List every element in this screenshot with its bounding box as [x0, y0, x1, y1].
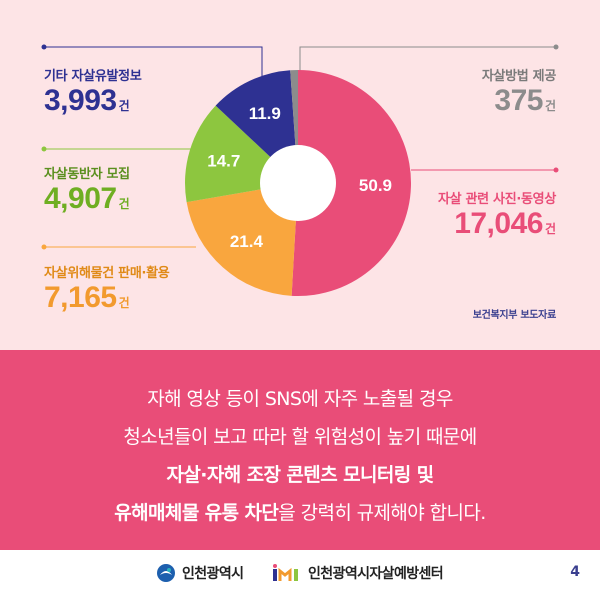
connector-harmful-goods-dot [41, 244, 47, 250]
connector-method [299, 46, 556, 72]
category-method-info: 자살방법 제공 375 건 [482, 65, 556, 118]
category-count: 4,907 [44, 182, 117, 215]
message-line-4: 유해매체물 유통 차단을 강력히 규제해야 합니다. [0, 498, 600, 525]
suicide-prevention-center-logo: 인천광역시자살예방센터 [272, 563, 444, 583]
category-count: 3,993 [44, 84, 117, 117]
connector-photo-video-dot [553, 167, 559, 173]
category-count: 17,046 [454, 207, 543, 240]
connector-other-info-dot [41, 44, 47, 50]
slice-value-label: 50.9 [359, 176, 392, 195]
unit-label: 건 [118, 296, 130, 310]
page-number: 4 [570, 564, 580, 580]
connector-method-dot [553, 44, 559, 50]
category-label: 자살방법 제공 [481, 69, 556, 84]
message-line-1: 자해 영상 등이 SNS에 자주 노출될 경우 [147, 388, 453, 410]
incheon-city-logo: 인천광역시 [156, 563, 244, 583]
incheon-emblem-icon [157, 564, 175, 582]
footer: 인천광역시 인천광역시자살예방센터 4 [0, 550, 600, 600]
source-note: 보건복지부 보도자료 [472, 310, 557, 321]
category-companion-recruit: 자살동반자 모집 4,907 건 [44, 163, 130, 216]
category-count: 375 [494, 84, 543, 117]
slice-value-labels: 50.9 21.4 14.7 11.9 [207, 104, 392, 251]
donut-chart: 50.9 21.4 14.7 11.9 [41, 44, 559, 296]
unit-label: 건 [118, 99, 130, 113]
message-band: 자해 영상 등이 SNS에 자주 노출될 경우 청소년들이 보고 따라 할 위험… [0, 350, 600, 550]
slice-value-label: 21.4 [230, 232, 264, 251]
slice-value-label: 11.9 [249, 104, 281, 123]
unit-label: 건 [544, 222, 556, 236]
category-label: 자살위해물건 판매·활용 [44, 266, 170, 281]
category-photo-video: 자살 관련 사진·동영상 17,046 건 [438, 188, 556, 241]
category-label: 자살 관련 사진·동영상 [437, 192, 556, 207]
category-other-info: 기타 자살유발정보 3,993 건 [44, 65, 142, 118]
message-line-3: 자살·자해 조장 콘텐츠 모니터링 및 [166, 464, 435, 486]
category-count: 7,165 [44, 281, 117, 314]
message-emphasis: 유해매체물 유통 차단 [114, 502, 279, 524]
unit-label: 건 [544, 99, 556, 113]
logo-text: 인천광역시 [182, 566, 244, 582]
category-label: 자살동반자 모집 [44, 167, 130, 182]
donut-hole [260, 145, 336, 221]
center-emblem-icon [273, 564, 298, 581]
slice-2 [186, 183, 298, 296]
message-line-2: 청소년들이 보고 따라 할 위험성이 높기 때문에 [123, 426, 477, 448]
logo-text: 인천광역시자살예방센터 [308, 566, 444, 582]
slice-1 [291, 70, 412, 296]
unit-label: 건 [118, 197, 130, 211]
category-harmful-goods: 자살위해물건 판매·활용 7,165 건 [44, 262, 170, 315]
category-label: 기타 자살유발정보 [44, 69, 142, 84]
connector-companion-dot [41, 146, 47, 152]
message-tail: 을 강력히 규제해야 합니다. [278, 502, 486, 524]
slice-value-label: 14.7 [207, 152, 240, 171]
